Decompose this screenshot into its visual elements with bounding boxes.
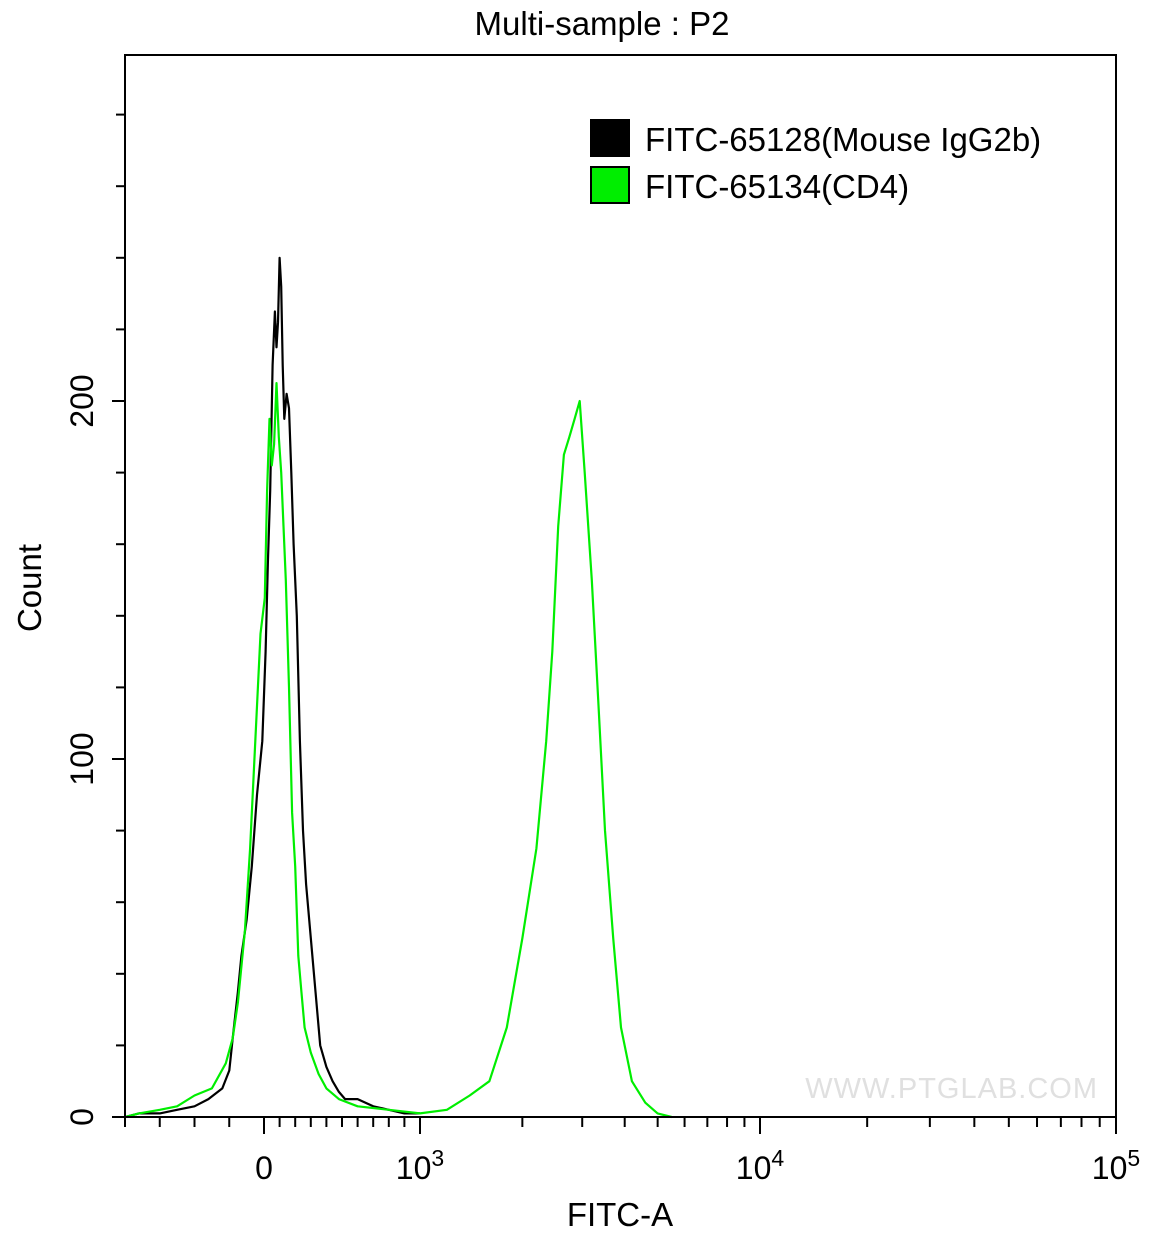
plot-frame (124, 54, 1117, 1118)
series-line-2 (124, 382, 672, 1119)
series-layer (124, 256, 672, 1119)
legend-swatch (590, 119, 630, 157)
x-tick-label: 103 (396, 1145, 444, 1186)
x-axis: 0 103 104 105 (124, 1117, 1140, 1186)
x-tick-base: 10 (736, 1150, 772, 1186)
legend: FITC-65128(Mouse IgG2b) FITC-65134(CD4) (590, 119, 1041, 205)
y-tick-label: 200 (64, 374, 100, 427)
x-tick-label: 105 (1092, 1145, 1140, 1186)
y-tick-label: 0 (64, 1108, 100, 1126)
x-tick-exponent: 4 (771, 1145, 784, 1171)
y-tick-label: 100 (64, 732, 100, 785)
chart-title: Multi-sample : P2 (475, 5, 730, 42)
series-line-1 (124, 256, 420, 1119)
y-axis-label: Count (11, 544, 48, 632)
legend-label: FITC-65134(CD4) (645, 168, 909, 205)
x-tick-label: 104 (736, 1145, 785, 1186)
x-tick-exponent: 3 (431, 1145, 444, 1171)
x-tick-base: 10 (1092, 1150, 1128, 1186)
legend-swatch (590, 166, 630, 204)
x-axis-label: FITC-A (567, 1196, 673, 1233)
legend-label: FITC-65128(Mouse IgG2b) (645, 121, 1041, 158)
x-tick-label: 0 (255, 1150, 273, 1186)
x-tick-exponent: 5 (1127, 1145, 1140, 1171)
watermark: WWW.PTGLAB.COM (805, 1073, 1098, 1105)
y-axis: 0 100 200 (64, 113, 125, 1126)
x-tick-base: 10 (396, 1150, 432, 1186)
